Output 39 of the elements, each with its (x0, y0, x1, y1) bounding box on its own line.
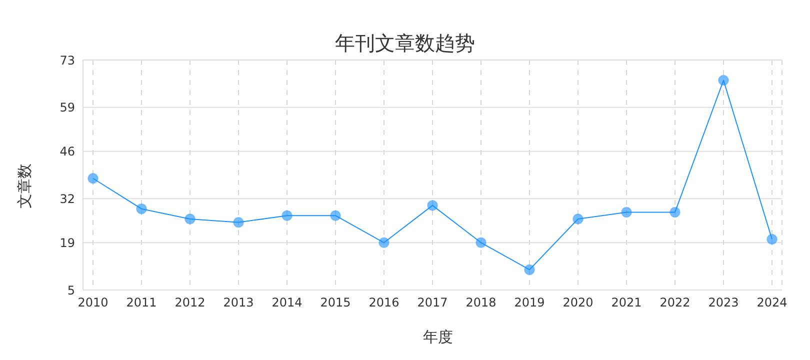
point (572, 213, 584, 224)
point (88, 172, 98, 184)
y-axis-title: 文章数 (16, 164, 34, 208)
x-tick-label: 2017 (417, 296, 448, 310)
x-axis-title: 年度 (422, 328, 454, 347)
x-tick-label: 2024 (756, 296, 788, 310)
x-tick-label: 2010 (78, 296, 108, 310)
point (621, 206, 632, 218)
point (330, 210, 341, 222)
point (476, 237, 486, 248)
point (282, 210, 292, 222)
x-tick-label: 2014 (272, 296, 302, 310)
y-tick-label: 32 (60, 192, 75, 206)
point (136, 203, 147, 214)
x-tick-label: 2012 (174, 296, 206, 310)
point (524, 264, 535, 276)
x-tick-label: 2019 (514, 296, 545, 310)
point (233, 216, 244, 228)
point (378, 237, 390, 248)
x-tick-label: 2011 (126, 296, 157, 310)
chart-title: 年刊文章数趋势 (335, 31, 475, 55)
x-tick-label: 2021 (611, 296, 642, 310)
y-tick-label: 5 (67, 283, 75, 298)
y-tick-label: 19 (60, 236, 75, 250)
y-tick-label: 59 (60, 100, 75, 115)
y-tick-label: 73 (60, 53, 75, 68)
x-tick-label: 2016 (368, 296, 400, 310)
point (766, 234, 778, 245)
point (670, 206, 680, 218)
point (718, 74, 729, 86)
x-tick-label: 2015 (320, 296, 351, 310)
x-tick-label: 2018 (466, 296, 496, 310)
y-tick-label: 46 (60, 144, 75, 159)
point (427, 200, 438, 211)
point (184, 213, 196, 224)
x-tick-label: 2020 (562, 296, 594, 310)
x-tick-label: 2022 (660, 296, 690, 310)
x-tick-label: 2013 (223, 296, 254, 310)
x-tick-label: 2023 (708, 296, 739, 310)
